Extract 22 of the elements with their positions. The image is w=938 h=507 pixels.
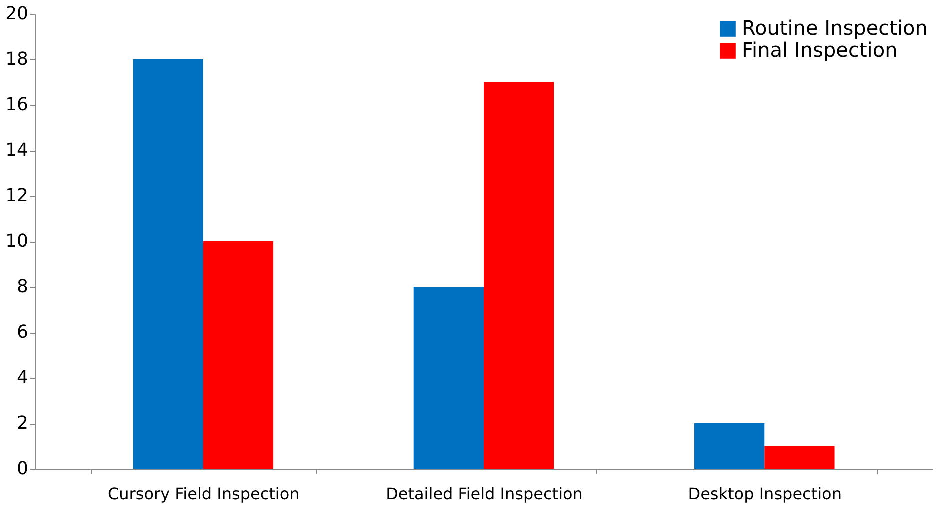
x-tick-label: Desktop Inspection bbox=[688, 484, 842, 504]
bar bbox=[694, 424, 765, 469]
bar bbox=[203, 242, 274, 469]
y-tick-label: 0 bbox=[17, 458, 28, 480]
y-tick-label: 16 bbox=[6, 94, 28, 116]
legend-label: Routine Inspection bbox=[742, 16, 928, 40]
y-tick-label: 8 bbox=[17, 276, 28, 298]
y-tick-label: 12 bbox=[6, 186, 28, 206]
bar bbox=[484, 82, 554, 469]
x-tick-label: Cursory Field Inspection bbox=[108, 484, 300, 504]
y-tick-label: 20 bbox=[6, 4, 28, 24]
legend-label: Final Inspection bbox=[742, 38, 898, 62]
y-tick-label: 6 bbox=[17, 322, 28, 343]
y-tick-label: 18 bbox=[6, 49, 28, 70]
x-tick-label: Detailed Field Inspection bbox=[386, 484, 583, 504]
y-tick-label: 2 bbox=[17, 413, 28, 434]
bar bbox=[414, 287, 484, 469]
bar bbox=[764, 446, 835, 469]
y-tick-label: 14 bbox=[6, 140, 28, 161]
bar bbox=[133, 60, 204, 469]
y-tick-label: 10 bbox=[6, 231, 28, 252]
y-tick-label: 4 bbox=[17, 368, 28, 388]
